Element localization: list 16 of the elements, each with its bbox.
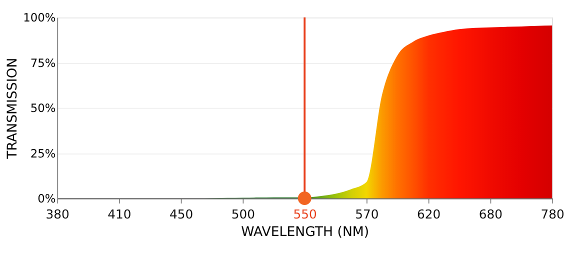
- x-tick-label: 780: [540, 208, 565, 222]
- y-tick-label: 25%: [30, 146, 56, 160]
- x-tick-label: 620: [417, 208, 441, 222]
- y-tick-label: 100%: [23, 10, 56, 25]
- y-tick-label: 0%: [38, 192, 56, 206]
- x-tick-label: 500: [231, 208, 256, 222]
- x-tick-label: 680: [478, 208, 503, 222]
- x-tick-label: 550: [293, 208, 318, 222]
- y-tick-label: 75%: [30, 56, 56, 70]
- x-tick-label: 380: [46, 208, 70, 222]
- x-tick-label: 410: [108, 208, 132, 222]
- x-tick-label: 450: [170, 208, 194, 222]
- y-axis-title: TRANSMISSION: [5, 58, 20, 160]
- x-axis-title: WAVELENGTH (NM): [241, 224, 370, 240]
- y-tick-label: 50%: [30, 101, 56, 116]
- x-tick-label: 570: [355, 208, 379, 222]
